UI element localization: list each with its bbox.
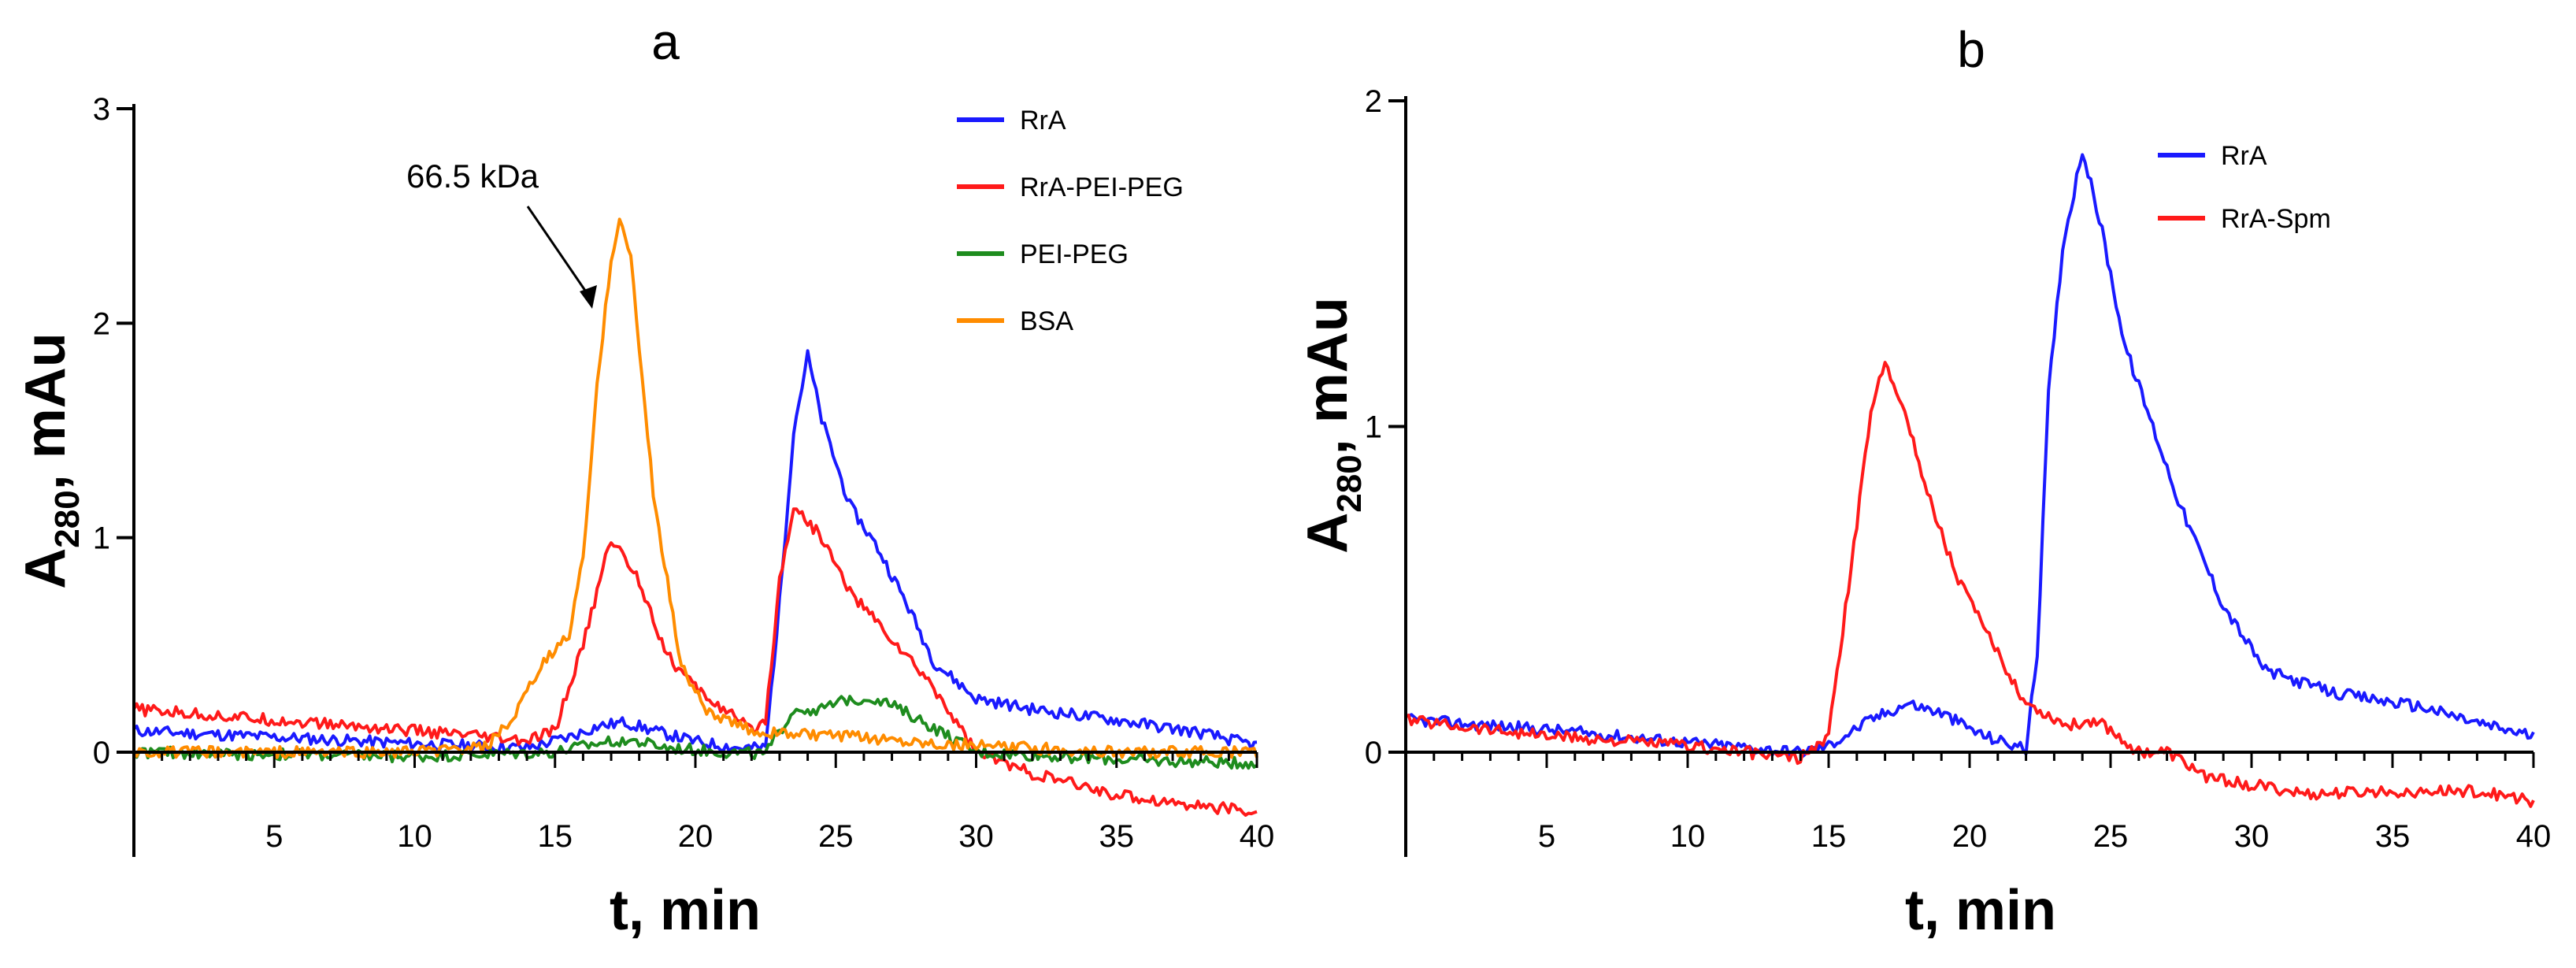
- series-line-rra: [132, 349, 1258, 754]
- x-tick-label: 40: [2516, 819, 2552, 854]
- legend-label-pei-peg: PEI-PEG: [1020, 239, 1129, 269]
- x-tick-label: 25: [2093, 819, 2129, 854]
- x-tick-label: 15: [538, 819, 573, 854]
- panel-a-ylabel-rest: , mAu: [14, 332, 77, 490]
- x-tick-label: 40: [1240, 819, 1275, 854]
- panel-b-series: [1405, 153, 2535, 808]
- panel-a-ylabel: A280, mAu: [14, 332, 87, 588]
- panel-b-title: b: [1957, 21, 1985, 78]
- y-tick-label: 0: [93, 736, 110, 770]
- legend-label-rra-pei-peg: RrA-PEI-PEG: [1020, 172, 1184, 202]
- legend-label-rra-spm: RrA-Spm: [2221, 204, 2331, 234]
- panel-b-ylabel-sub: 280: [1330, 454, 1369, 512]
- panel-b-xlabel: t, min: [1905, 879, 2056, 942]
- panel-a-ylabel-main: A: [14, 548, 77, 589]
- y-tick-label: 1: [93, 521, 110, 556]
- x-tick-label: 25: [818, 819, 854, 854]
- y-tick-label: 1: [1365, 410, 1382, 445]
- panel-b-ylabel-rest: , mAu: [1296, 297, 1359, 454]
- y-tick-label: 2: [93, 306, 110, 341]
- panel-a-title: a: [651, 13, 680, 70]
- x-tick-label: 35: [1099, 819, 1135, 854]
- legend-label-bsa: BSA: [1020, 306, 1073, 336]
- x-tick-label: 10: [1670, 819, 1706, 854]
- series-line-rra-pei-peg: [132, 507, 1258, 817]
- y-tick-label: 0: [1365, 736, 1382, 770]
- panel-a-series: [132, 217, 1258, 817]
- series-line-rra: [1405, 153, 2535, 758]
- y-tick-label: 3: [93, 92, 110, 127]
- x-tick-label: 15: [1811, 819, 1847, 854]
- x-tick-label: 30: [2234, 819, 2270, 854]
- series-line-bsa: [133, 217, 1258, 759]
- y-tick-label: 2: [1365, 84, 1382, 119]
- panel-b-ylabel: A280, mAu: [1296, 297, 1369, 553]
- series-line-rra-spm: [1405, 361, 2535, 808]
- panel-b-ylabel-main: A: [1296, 513, 1359, 554]
- panel-a-ylabel-sub: 280: [48, 490, 87, 547]
- legend-label-rra: RrA: [2221, 141, 2267, 171]
- x-tick-label: 20: [678, 819, 713, 854]
- panel-a-legend: RrA RrA-PEI-PEG PEI-PEG BSA: [957, 106, 1184, 336]
- annotation-arrow-line: [526, 206, 594, 302]
- x-tick-label: 35: [2375, 819, 2411, 854]
- x-tick-label: 20: [1952, 819, 1988, 854]
- panel-b-legend: RrA RrA-Spm: [2158, 141, 2331, 234]
- panel-a-xlabel: t, min: [610, 879, 761, 942]
- x-tick-label: 10: [397, 819, 432, 854]
- x-tick-label: 30: [958, 819, 994, 854]
- panel-a-annotation: 66.5 kDa: [406, 158, 597, 309]
- x-tick-label: 5: [1538, 819, 1555, 854]
- annotation-66-5-kda: 66.5 kDa: [406, 158, 539, 195]
- legend-label-rra: RrA: [1020, 106, 1066, 135]
- x-tick-label: 5: [265, 819, 283, 854]
- annotation-arrow-head: [580, 285, 597, 309]
